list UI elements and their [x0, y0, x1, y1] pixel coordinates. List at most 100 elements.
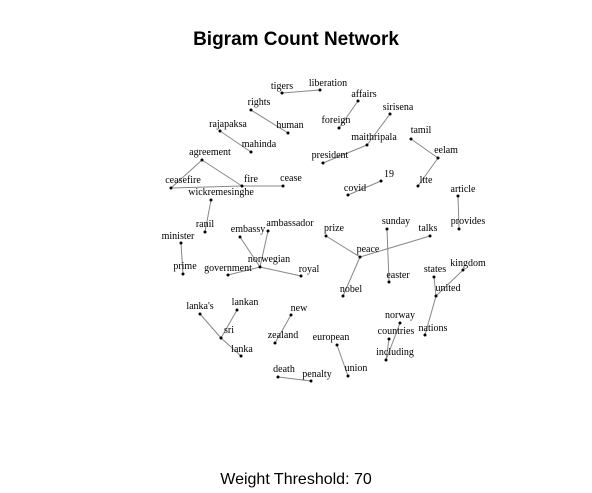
- node-point-ltte: [416, 184, 420, 188]
- node-eelam: eelam: [434, 145, 458, 160]
- node-label-ltte: ltte: [420, 175, 433, 186]
- chart-title: Bigram Count Network: [193, 29, 399, 50]
- node-point-united: [434, 294, 438, 298]
- node-point-maithripala: [365, 143, 369, 147]
- node-label-states: states: [424, 264, 446, 275]
- node-royal: royal: [299, 264, 319, 278]
- node-point-penalty: [309, 379, 313, 383]
- edge-states-united: [433, 276, 437, 297]
- edge-death-penalty: [277, 376, 312, 382]
- edge-sunday-easter: [386, 228, 390, 283]
- node-including: including: [376, 347, 414, 362]
- node-label-zealand: zealand: [268, 330, 299, 341]
- weight-threshold-caption: Weight Threshold: 70: [220, 471, 372, 488]
- node-penalty: penalty: [302, 369, 332, 383]
- node-point-sirisena: [388, 112, 392, 116]
- node-label-united: united: [436, 283, 461, 294]
- edge-sri-lanka: [220, 337, 242, 357]
- node-label-death: death: [273, 364, 295, 375]
- node-point-european: [335, 343, 339, 347]
- node-peace: peace: [357, 244, 380, 259]
- edge-prime-minister: [180, 242, 184, 275]
- node-prime: prime: [173, 261, 197, 276]
- node-point-new: [289, 313, 293, 317]
- edge-mahinda-rajapaksa: [219, 130, 252, 153]
- node-affairs: affairs: [351, 89, 377, 103]
- node-point-affairs: [356, 99, 360, 103]
- node-label-ranil: ranil: [196, 219, 215, 230]
- node-point-eelam: [436, 156, 440, 160]
- node-point-rajapaksa: [218, 129, 222, 133]
- node-point-tigers: [280, 91, 284, 95]
- edge-maithripala-sirisena: [366, 113, 391, 146]
- node-label-lanka: lanka: [231, 344, 253, 355]
- node-point-royal: [299, 274, 303, 278]
- node-point-agreement: [200, 158, 204, 162]
- edge-united-nations: [424, 295, 437, 336]
- node-label-sri: sri: [224, 325, 234, 336]
- edge-tamil-eelam: [410, 138, 439, 159]
- node-kingdom: kingdom: [450, 258, 486, 272]
- node-point-prize: [324, 234, 328, 238]
- edge-government-norwegian: [227, 266, 261, 276]
- node-point-easter: [387, 280, 391, 284]
- node-death: death: [273, 364, 295, 379]
- node-minister: minister: [162, 231, 195, 245]
- node-point-president: [321, 161, 325, 165]
- node-label-provides: provides: [451, 216, 486, 227]
- node-label-affairs: affairs: [351, 89, 376, 100]
- node-point-provides: [457, 227, 461, 231]
- node-label-human: human: [276, 120, 303, 131]
- node-zealand: zealand: [268, 330, 299, 345]
- node-point-liberation: [318, 88, 322, 92]
- node-european: european: [313, 332, 349, 347]
- node-lankan: lankan: [232, 297, 258, 312]
- node-label-union: union: [345, 363, 368, 374]
- node-point-zealand: [273, 341, 277, 345]
- node-liberation: liberation: [309, 78, 347, 92]
- node-prize: prize: [324, 223, 345, 238]
- edge-foreign-affairs: [338, 100, 359, 129]
- node-point-peace: [358, 255, 362, 259]
- edge-norwegian-royal: [259, 266, 302, 277]
- node-point-cease: [281, 184, 285, 188]
- node-label-ceasefire: ceasefire: [165, 175, 201, 186]
- node-government: government: [204, 263, 252, 277]
- node-label-countries: countries: [378, 326, 415, 337]
- node-label-easter: easter: [386, 270, 410, 281]
- node-point-foreign: [337, 126, 341, 130]
- node-countries: countries: [378, 326, 415, 341]
- node-point-mahinda: [249, 150, 253, 154]
- node-point-ranil: [203, 230, 207, 234]
- node-agreement: agreement: [189, 147, 231, 162]
- node-new: new: [289, 303, 308, 317]
- node-talks: talks: [419, 223, 438, 238]
- node-point-lanka: [239, 354, 243, 358]
- node-maithripala: maithripala: [351, 132, 397, 147]
- node-tamil: tamil: [409, 125, 431, 141]
- node-19: 19: [379, 169, 394, 183]
- node-point-tamil: [409, 137, 413, 141]
- node-point-sunday: [385, 227, 389, 231]
- node-norway: norway: [385, 310, 415, 325]
- node-point-ambassador: [266, 229, 270, 233]
- node-label-peace: peace: [357, 244, 380, 255]
- node-ambassador: ambassador: [266, 218, 314, 233]
- node-label-norway: norway: [385, 310, 415, 321]
- edge-kingdom-united: [435, 269, 464, 297]
- node-label-ambassador: ambassador: [266, 218, 314, 229]
- node-nations: nations: [419, 323, 448, 337]
- node-label-talks: talks: [419, 223, 438, 234]
- node-point-sri: [219, 336, 223, 340]
- node-label-covid: covid: [344, 183, 366, 194]
- node-point-norwegian: [258, 265, 262, 269]
- node-point-wickremesinghe: [209, 198, 213, 202]
- node-rights: rights: [248, 97, 270, 112]
- edge-ambassador-norwegian: [259, 230, 269, 268]
- node-lanka: lanka: [231, 344, 253, 358]
- node-label-liberation: liberation: [309, 78, 347, 89]
- node-label-norwegian: norwegian: [248, 254, 290, 265]
- edge-layer: [170, 89, 464, 382]
- node-sunday: sunday: [382, 216, 410, 231]
